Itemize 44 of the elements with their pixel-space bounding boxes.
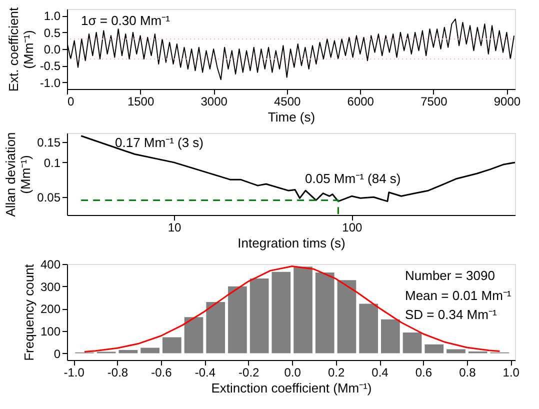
y-tick-label: 400 xyxy=(40,258,61,272)
y-tick-label: -1.0 xyxy=(40,76,61,90)
annotation: Mean = 0.01 Mm⁻¹ xyxy=(405,288,512,303)
x-tick-label: -0.2 xyxy=(238,366,260,380)
x-tick-label: 6000 xyxy=(347,94,374,108)
y-axis-title: Allan deviation (Mm⁻¹) xyxy=(3,132,34,217)
x-tick-label: 3000 xyxy=(200,94,228,108)
x-tick-label: 9000 xyxy=(494,94,521,108)
x-axis-title: Integration tims (s) xyxy=(238,236,346,250)
x-tick-label: 0.6 xyxy=(415,366,432,380)
x-tick-label: -0.4 xyxy=(194,366,216,380)
x-tick-label: 0.0 xyxy=(284,366,302,380)
x-tick-label: 0.2 xyxy=(328,366,345,380)
x-tick-label: 0.4 xyxy=(372,366,389,380)
y-tick-label: 0 xyxy=(54,346,61,361)
y-axis-title: Ext. coefficient (Mm⁻¹) xyxy=(6,6,36,92)
x-tick-label: 4500 xyxy=(274,94,302,108)
x-tick-label: 1500 xyxy=(127,94,154,108)
x-axis-title: Time (s) xyxy=(268,110,316,124)
y-axis-title: Frequency count xyxy=(21,264,36,361)
x-tick-label: 0.8 xyxy=(459,366,476,380)
y-tick-label: 0.15 xyxy=(37,136,61,150)
x-tick-label: 1.0 xyxy=(502,366,520,380)
x-tick-label: -1.0 xyxy=(64,366,85,380)
x-tick-label: 0 xyxy=(68,94,74,108)
y-tick-label: 0.1 xyxy=(44,156,61,170)
x-tick-label: 10 xyxy=(168,220,182,234)
annotation: 1σ = 0.30 Mm⁻¹ xyxy=(81,13,171,28)
x-tick-label: -0.6 xyxy=(151,366,172,380)
annotation: 0.05 Mm⁻¹ (84 s) xyxy=(305,171,401,186)
annotation: Number = 3090 xyxy=(405,268,495,283)
annotation: SD = 0.34 Mm⁻¹ xyxy=(405,307,498,322)
y-tick-label: 0.05 xyxy=(37,190,61,205)
annotation: 0.17 Mm⁻¹ (3 s) xyxy=(115,135,204,150)
y-tick-label: 0.0 xyxy=(44,42,61,56)
y-tick-label: 100 xyxy=(40,324,61,338)
y-tick-label: 0.5 xyxy=(44,26,61,40)
y-tick-label: 1.0 xyxy=(44,9,61,24)
x-axis-title: Extinction coefficient (Mm⁻¹) xyxy=(211,380,372,396)
y-tick-label: -0.5 xyxy=(40,59,61,74)
y-tick-label: 300 xyxy=(40,280,61,294)
x-tick-label: -0.8 xyxy=(107,366,128,380)
y-tick-label: 200 xyxy=(40,302,61,316)
x-tick-label: 7500 xyxy=(420,94,448,108)
